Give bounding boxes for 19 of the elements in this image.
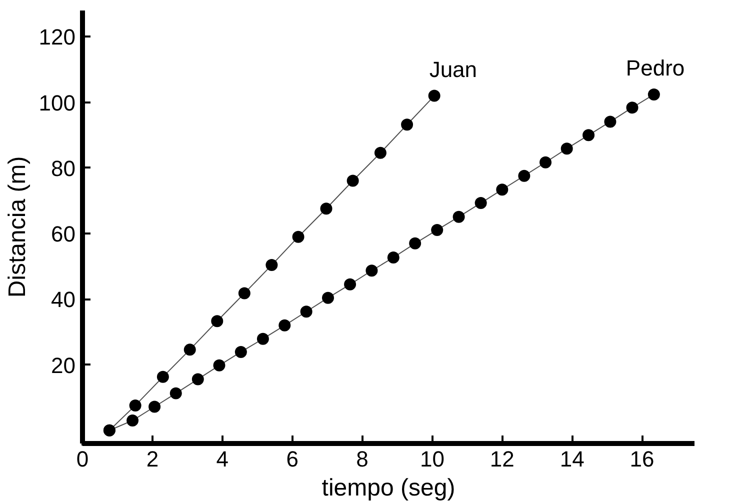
y-axis-title: Distancia (m)	[4, 156, 31, 298]
x-tick-label: 4	[216, 446, 229, 472]
x-tick-label: 0	[76, 446, 89, 472]
series-label: Juan	[429, 56, 478, 82]
x-tick-label: 12	[490, 446, 514, 472]
y-tick-label: 100	[38, 90, 76, 116]
x-tick-label: 2	[146, 446, 159, 472]
y-tick-label: 20	[51, 352, 76, 378]
x-tick-label: 6	[286, 446, 298, 472]
x-tick-label: 14	[560, 446, 584, 472]
x-axis-title: tiempo (seg)	[322, 474, 456, 502]
x-tick-label: 16	[630, 446, 654, 472]
x-tick-label: 10	[420, 446, 444, 472]
x-tick-label: 8	[356, 446, 368, 472]
y-tick-label: 80	[51, 156, 76, 181]
series-label: Pedro	[626, 55, 685, 80]
y-tick-label: 40	[51, 287, 76, 312]
y-tick-label: 60	[51, 222, 76, 247]
y-tick-label: 120	[38, 24, 76, 50]
